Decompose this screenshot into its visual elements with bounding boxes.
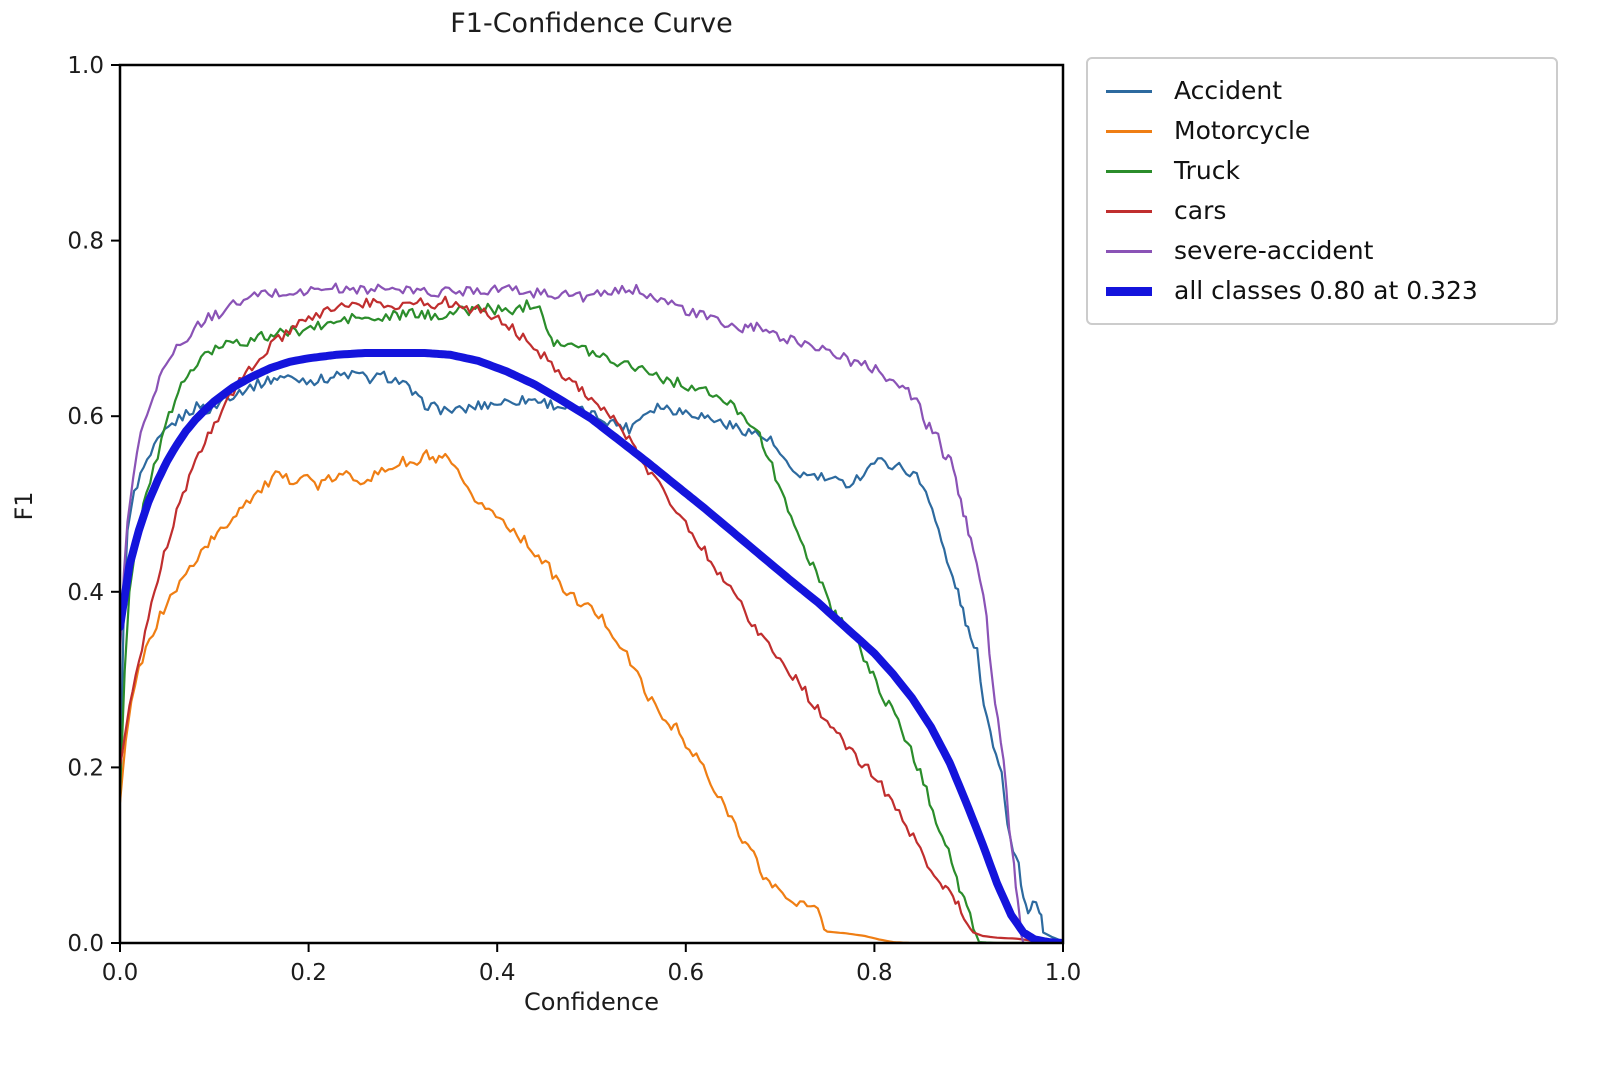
y-tick-label: 0.6: [67, 404, 104, 430]
y-tick-label: 0.0: [67, 931, 104, 957]
x-tick-label: 0.4: [479, 960, 516, 986]
y-tick-label: 0.2: [67, 755, 104, 781]
y-tick-label: 0.8: [67, 229, 104, 255]
y-axis-label: F1: [10, 491, 38, 521]
legend-swatch-motorcycle-icon: [1106, 129, 1152, 133]
x-tick-label: 0.0: [102, 960, 139, 986]
y-tick-label: 0.4: [67, 580, 104, 606]
legend-item-motorcycle: Motorcycle: [1106, 111, 1542, 151]
y-tick-label: 1.0: [67, 53, 104, 79]
series-line-truck: [120, 299, 1063, 943]
legend-item-all-classes: all classes 0.80 at 0.323: [1106, 271, 1542, 311]
legend-swatch-truck-icon: [1106, 169, 1152, 173]
legend-label-motorcycle: Motorcycle: [1174, 116, 1311, 145]
legend-item-severe-accident: severe-accident: [1106, 231, 1542, 271]
legend-item-accident: Accident: [1106, 71, 1542, 111]
legend-swatch-severe-accident-icon: [1106, 249, 1152, 253]
x-tick-label: 0.6: [668, 960, 705, 986]
series-line-cars: [120, 295, 1063, 943]
plot-spines: [118, 63, 1065, 945]
legend-label-truck: Truck: [1174, 156, 1240, 185]
x-tick-label: 1.0: [1045, 960, 1082, 986]
x-axis-label: Confidence: [524, 988, 659, 1016]
legend-item-truck: Truck: [1106, 151, 1542, 191]
legend-label-all-classes: all classes 0.80 at 0.323: [1174, 276, 1478, 305]
legend: Accident Motorcycle Truck cars severe-ac…: [1086, 57, 1558, 325]
legend-swatch-cars-icon: [1106, 209, 1152, 213]
legend-swatch-accident-icon: [1106, 89, 1152, 93]
x-tick-label: 0.2: [290, 960, 327, 986]
series-line-motorcycle: [120, 449, 1063, 943]
legend-swatch-all-classes-icon: [1106, 286, 1152, 296]
legend-label-cars: cars: [1174, 196, 1227, 225]
x-tick-label: 0.8: [856, 960, 893, 986]
series-line-accident: [120, 369, 1063, 943]
series-line-severe-accident: [120, 282, 1063, 943]
series-line-all-classes: [120, 349, 1063, 943]
chart-title: F1-Confidence Curve: [450, 8, 733, 39]
legend-label-severe-accident: severe-accident: [1174, 236, 1374, 265]
legend-label-accident: Accident: [1174, 76, 1282, 105]
legend-item-cars: cars: [1106, 191, 1542, 231]
